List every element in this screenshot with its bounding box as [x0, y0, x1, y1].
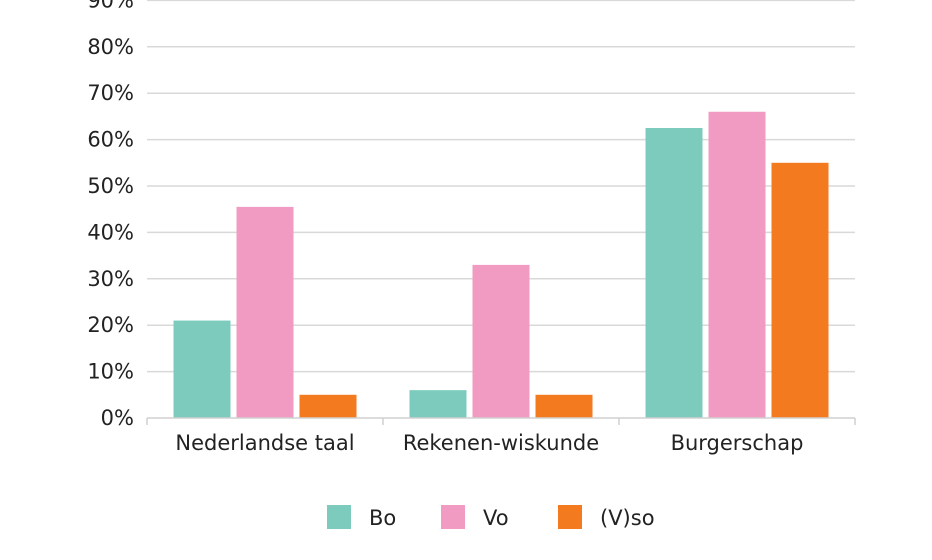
legend-label: Bo: [369, 506, 396, 530]
bar-vo-3: [708, 111, 766, 418]
y-tick-label: 80%: [87, 35, 134, 59]
legend: Bo Vo (V)so: [327, 505, 655, 530]
y-tick-label: 50%: [87, 174, 134, 198]
x-axis-category-labels: Nederlandse taal Rekenen-wiskunde Burgersc…: [175, 431, 803, 455]
legend-item-vo: Vo: [441, 505, 509, 530]
bar-vo-2: [472, 264, 530, 418]
bar-vso-3: [771, 162, 829, 418]
legend-swatch: [327, 505, 351, 529]
bar-vso-2: [535, 394, 593, 418]
legend-item-vso: (V)so: [558, 505, 655, 530]
bar-vso-1: [299, 394, 357, 418]
bar-bo-1: [173, 320, 231, 418]
legend-label: Vo: [483, 506, 509, 530]
y-tick-label: 40%: [87, 220, 134, 244]
y-tick-label: 70%: [87, 81, 134, 105]
y-tick-label: 10%: [87, 360, 134, 384]
y-tick-label: 0%: [101, 406, 134, 430]
legend-label: (V)so: [600, 506, 655, 530]
bar-vo-1: [236, 206, 294, 418]
bars: [173, 111, 829, 418]
y-tick-label: 20%: [87, 313, 134, 337]
y-tick-label: 60%: [87, 128, 134, 152]
y-tick-label: 30%: [87, 267, 134, 291]
category-label: Rekenen-wiskunde: [403, 431, 599, 455]
bar-bo-2: [409, 390, 467, 418]
bar-bo-3: [645, 128, 703, 418]
category-label: Nederlandse taal: [175, 431, 354, 455]
y-axis-tick-labels: 0% 10% 20% 30% 40% 50% 60% 70% 80% 90%: [87, 0, 134, 430]
y-tick-label: 90%: [87, 0, 134, 12]
x-axis: [146, 417, 856, 425]
category-label: Burgerschap: [671, 431, 804, 455]
legend-swatch: [441, 505, 465, 529]
legend-swatch: [558, 505, 582, 529]
legend-item-bo: Bo: [327, 505, 396, 530]
